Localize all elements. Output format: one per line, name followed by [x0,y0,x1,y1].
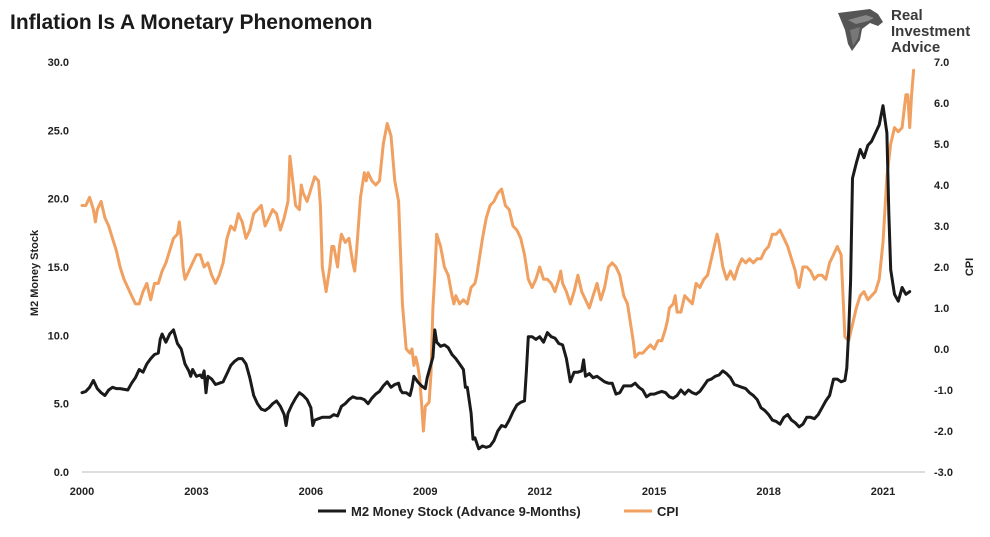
x-tick-label: 2003 [184,486,208,498]
cpi-series-line [80,68,916,433]
y-right-tick-label: -3.0 [934,467,953,479]
y-right-tick-label: -1.0 [934,385,953,397]
y-left-tick-label: 20.0 [48,194,69,206]
y-right-tick-label: 1.0 [934,303,949,315]
legend-label: CPI [657,504,679,519]
x-tick-label: 2009 [413,486,437,498]
y-axis-right-label: CPI [964,258,976,276]
eagle-head-icon [838,9,883,51]
y-right-tick-label: 5.0 [934,139,949,151]
y-left-tick-label: 10.0 [48,330,69,342]
brand-line2: Investment [891,23,970,40]
y-right-tick-label: 3.0 [934,221,949,233]
chart-title: Inflation Is A Monetary Phenomenon [10,11,372,34]
y-right-tick-label: 7.0 [934,57,949,69]
brand-line3: Advice [891,39,940,56]
x-tick-label: 2015 [642,486,666,498]
x-tick-label: 2000 [70,486,94,498]
y-right-tick-label: 6.0 [934,98,949,110]
y-left-tick-label: 5.0 [54,399,69,411]
y-right-tick-label: 2.0 [934,262,949,274]
y-right-tick-label: -2.0 [934,426,953,438]
y-left-tick-label: 30.0 [48,57,69,69]
brand-logo: Real Investment Advice [838,7,970,56]
brand-line1: Real [891,7,923,24]
x-tick-label: 2018 [756,486,780,498]
m2-series-line [80,104,912,451]
y-left-tick-label: 25.0 [48,125,69,137]
y-right-tick-label: 4.0 [934,180,949,192]
y-left-tick-label: 15.0 [48,262,69,274]
y-axis-left-label: M2 Money Stock [29,229,41,316]
legend-label: M2 Money Stock (Advance 9-Months) [351,504,581,519]
plot-area: 0.0 5.0 10.0 15.0 20.0 25.0 30.0 -3.0 -2.0 -1.0 0.… [48,57,953,498]
x-tick-label: 2006 [299,486,323,498]
y-left-tick-label: 0.0 [54,467,69,479]
x-tick-label: 2021 [871,486,895,498]
legend: M2 Money Stock (Advance 9-Months) CPI [318,504,679,519]
y-right-tick-label: 0.0 [934,344,949,356]
x-tick-label: 2012 [527,486,551,498]
